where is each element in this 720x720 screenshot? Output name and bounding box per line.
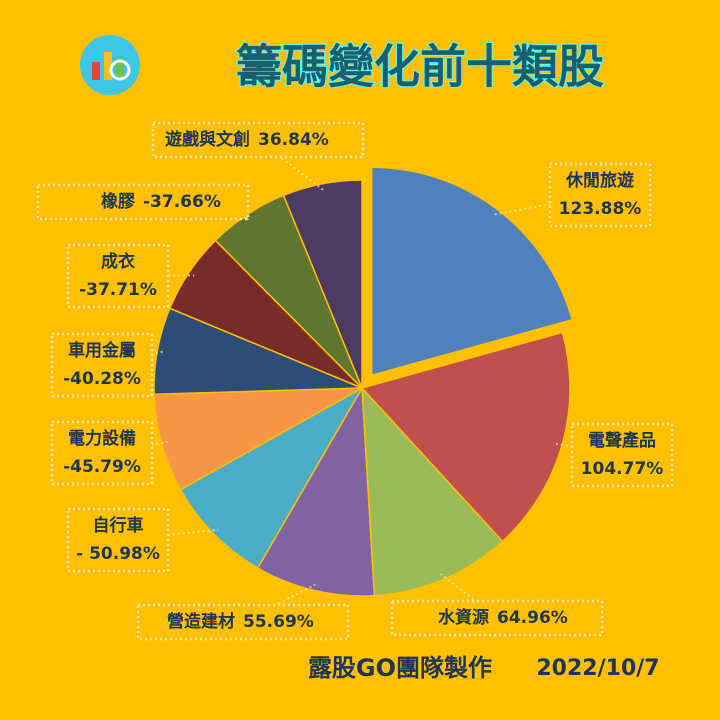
pie-slice <box>370 166 574 377</box>
label-category: 休閒旅遊 <box>565 170 634 191</box>
label-category: 電聲產品 <box>588 430 656 451</box>
pie-slice <box>179 386 365 570</box>
label-box <box>66 243 170 309</box>
label-category: 營造建材 <box>167 611 235 632</box>
pie-slice <box>256 385 376 597</box>
data-label: 123.88% <box>559 199 642 219</box>
data-label: -37.66% <box>143 192 221 212</box>
label-box <box>570 422 674 488</box>
labels: 休閒旅遊 123.88% 電聲產品 104.77% 水資源 64.96% 營造建材 55.69… <box>36 121 674 641</box>
date: 2022/10/7 <box>536 656 659 681</box>
pie-slice <box>282 179 363 389</box>
data-label: 36.84% <box>258 130 329 150</box>
leader-line <box>257 139 324 191</box>
logo <box>80 35 140 95</box>
label-box <box>50 332 154 398</box>
pie <box>153 166 574 597</box>
label-category: 水資源 <box>438 607 489 628</box>
label-category: 遊戲與文創 <box>165 129 250 150</box>
label-box <box>151 121 365 159</box>
data-label: -45.79% <box>63 457 141 477</box>
footer: 露股GO團隊製作 <box>308 654 492 682</box>
data-label: -37.71% <box>79 280 157 300</box>
label-category: 電力設備 <box>68 428 136 449</box>
data-label: 104.77% <box>581 459 664 479</box>
label-box <box>36 183 250 221</box>
label-category: 成衣 <box>101 251 135 272</box>
label-category: 自行車 <box>93 515 144 536</box>
label-category: 車用金屬 <box>68 340 136 361</box>
label-category: 橡膠 <box>101 191 135 212</box>
pie-slice <box>361 385 504 597</box>
label-box <box>50 420 154 486</box>
data-label: 64.96% <box>497 608 568 628</box>
label-box <box>390 599 604 637</box>
chart-title: 籌碼變化前十類股 <box>236 40 604 94</box>
label-box <box>136 603 350 641</box>
data-label: 55.69% <box>243 612 314 632</box>
label-box <box>66 507 170 573</box>
data-label: - 50.98% <box>76 544 160 564</box>
label-box <box>548 162 652 228</box>
data-label: -40.28% <box>63 369 141 389</box>
leader-line <box>242 583 316 623</box>
